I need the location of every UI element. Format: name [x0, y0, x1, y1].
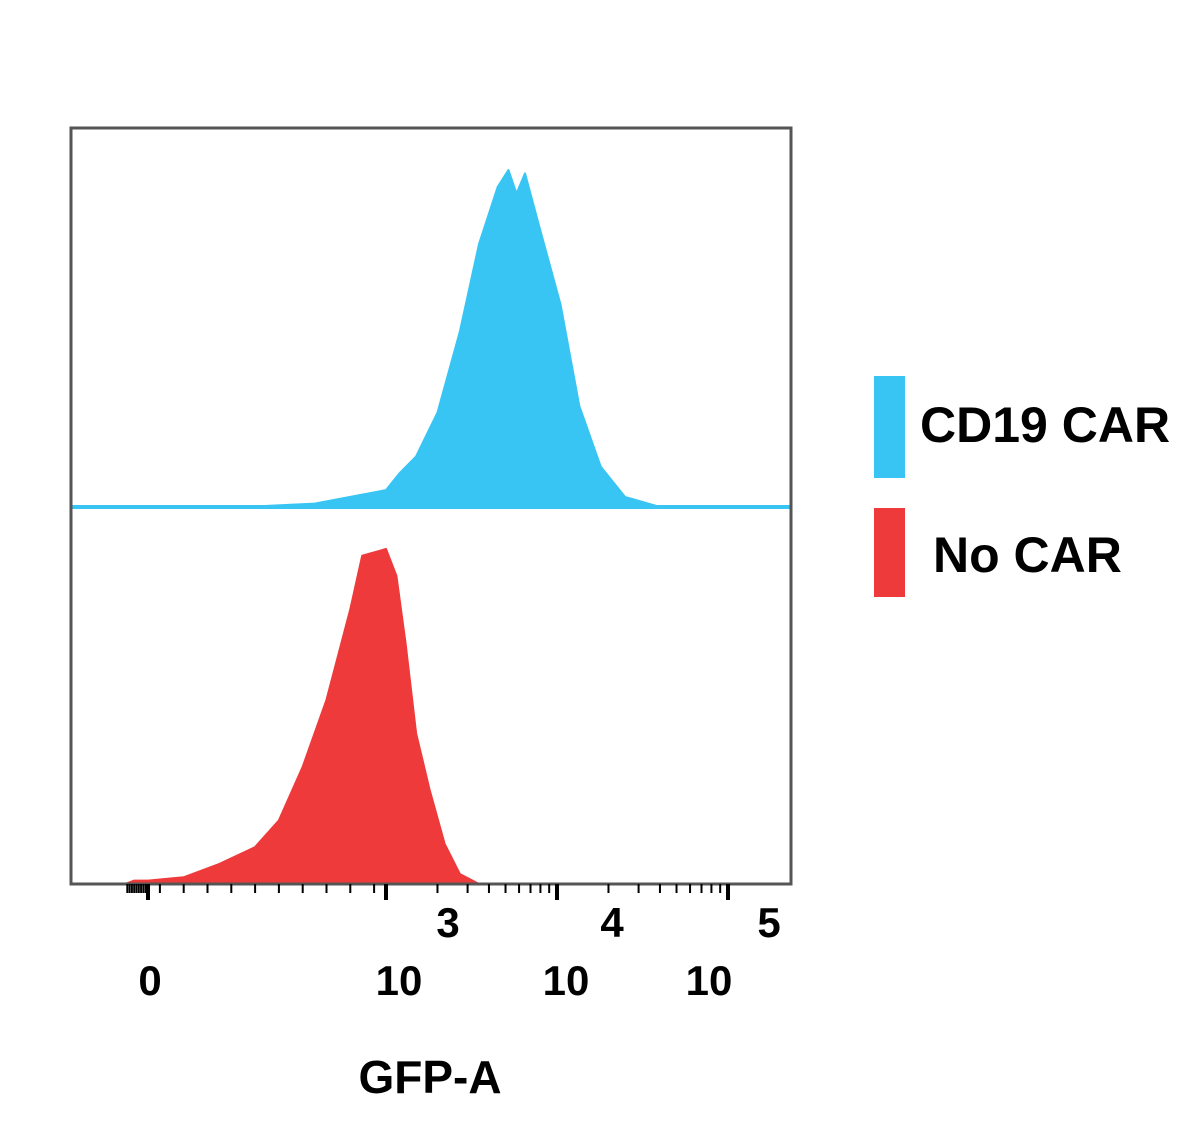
legend-swatch	[874, 508, 905, 597]
x-tick-exponent: 3	[436, 899, 459, 946]
plot-frame	[69, 126, 793, 886]
plot-area	[69, 126, 793, 886]
x-axis-title: GFP-A	[358, 1051, 501, 1103]
x-tick-exponent: 5	[757, 899, 780, 946]
x-tick-label: 10	[376, 957, 423, 1004]
series-area-no-car	[71, 548, 791, 885]
legend-label: No CAR	[933, 527, 1122, 583]
legend: CD19 CAR No CAR	[874, 376, 1170, 597]
legend-label: CD19 CAR	[920, 397, 1170, 453]
legend-swatch	[874, 376, 905, 478]
series-area-cd19-car	[71, 169, 791, 508]
x-tick-label: 0	[138, 957, 161, 1004]
x-tick-label: 10	[686, 957, 733, 1004]
x-tick-label: 10	[543, 957, 590, 1004]
x-axis-ticks	[126, 884, 730, 900]
x-tick-exponent: 4	[600, 899, 624, 946]
